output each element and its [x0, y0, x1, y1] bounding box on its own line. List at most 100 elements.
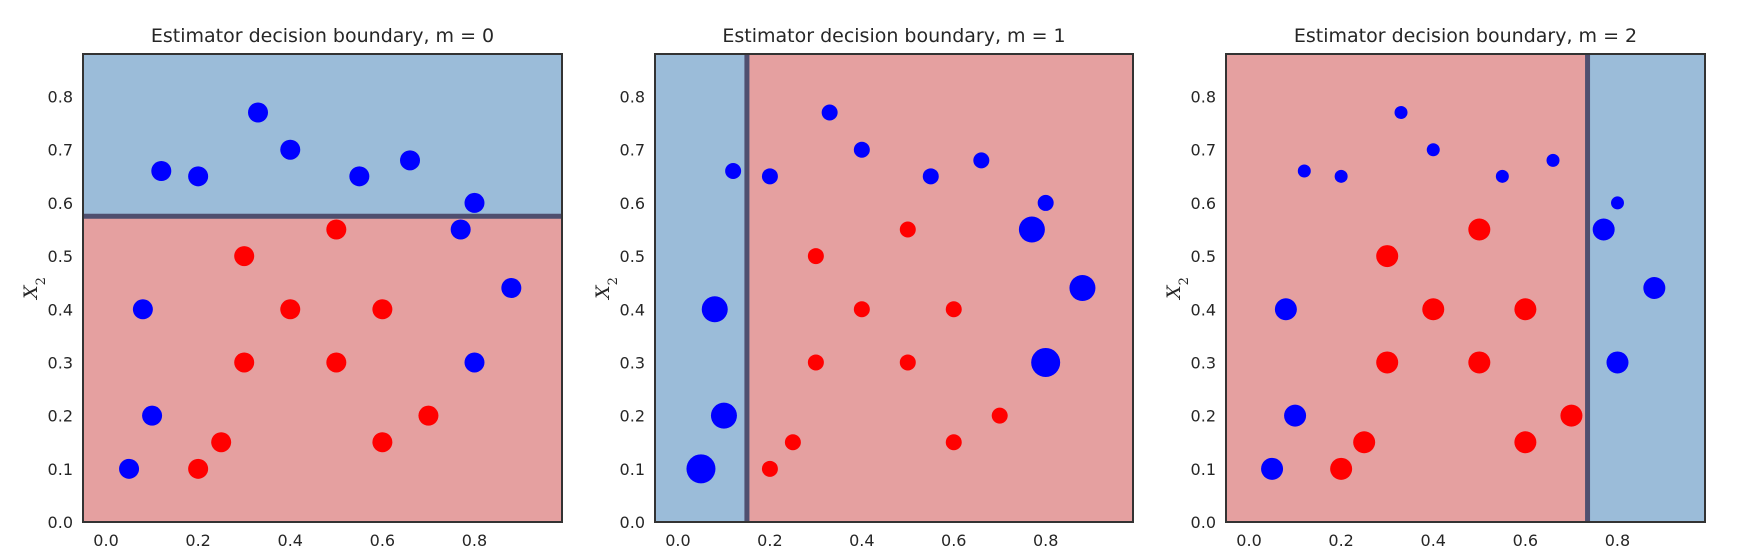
data-point-blue	[1031, 347, 1061, 377]
y-tick-label: 0.5	[620, 247, 645, 266]
data-point-blue	[1546, 153, 1560, 167]
axes-frame	[82, 53, 563, 523]
data-point-blue	[248, 102, 269, 123]
y-tick-label: 0.5	[48, 247, 73, 266]
y-tick-label: 0.5	[1191, 247, 1216, 266]
data-point-red	[761, 460, 778, 477]
y-tick-label: 0.3	[48, 353, 73, 372]
y-tick-label: 0.1	[48, 460, 73, 479]
data-point-blue	[1261, 457, 1284, 480]
data-point-red	[188, 458, 209, 479]
data-point-red	[1330, 457, 1353, 480]
panel-2: Estimator decision boundary, m = 2 0.0 0.2…	[1163, 25, 1706, 550]
data-point-blue	[761, 168, 778, 185]
data-point-red	[234, 352, 255, 373]
chart-title: Estimator decision boundary, m = 2	[1294, 25, 1637, 47]
region-red	[1226, 54, 1588, 522]
y-axis-label: X2	[1163, 277, 1192, 301]
data-point-blue	[349, 166, 370, 187]
y-tick-label: 0.4	[620, 300, 645, 319]
data-point-blue	[1334, 169, 1348, 183]
data-point-blue	[725, 163, 742, 179]
data-point-red	[807, 248, 824, 265]
data-point-red	[899, 221, 916, 238]
data-point-blue	[710, 402, 737, 429]
data-point-blue	[1037, 194, 1054, 211]
axes-frame	[1225, 53, 1706, 523]
x-tick-label: 0.4	[1421, 531, 1446, 550]
data-point-blue	[1018, 216, 1045, 243]
y-tick-label: 0.2	[48, 407, 73, 426]
y-axis-label: X2	[20, 277, 49, 301]
region-blue	[83, 54, 562, 217]
y-tick-label: 0.4	[1191, 300, 1216, 319]
data-point-blue	[686, 454, 716, 484]
data-point-blue	[501, 278, 522, 298]
data-point-red	[280, 299, 301, 320]
data-point-blue	[1610, 196, 1624, 210]
data-point-red	[1376, 245, 1399, 268]
y-tick-label: 0.1	[1191, 460, 1216, 479]
panel-1: Estimator decision boundary, m = 1 0.0 0.2…	[592, 25, 1134, 550]
data-point-red	[899, 354, 916, 371]
y-tick-label: 0.2	[1191, 407, 1216, 426]
x-tick-label: 0.6	[1513, 531, 1538, 550]
x-tick-label: 0.8	[1605, 531, 1630, 550]
y-tick-label: 0.6	[1191, 194, 1216, 213]
data-point-red	[1514, 431, 1537, 454]
x-tick-label: 0.2	[185, 531, 210, 550]
data-point-blue	[464, 352, 485, 373]
data-point-blue	[821, 104, 838, 121]
data-point-blue	[400, 150, 421, 171]
y-tick-label: 0.0	[48, 513, 73, 532]
data-point-blue	[853, 141, 870, 158]
chart-title: Estimator decision boundary, m = 1	[722, 25, 1065, 47]
data-point-red	[372, 432, 393, 453]
x-tick-label: 0.8	[1033, 531, 1058, 550]
y-tick-label: 0.8	[1191, 88, 1216, 107]
data-point-blue	[151, 161, 172, 181]
data-point-red	[1514, 298, 1537, 321]
data-point-blue	[1274, 298, 1297, 321]
data-point-red	[234, 246, 255, 267]
y-tick-label: 0.7	[620, 141, 645, 160]
data-point-blue	[142, 405, 163, 426]
data-point-red	[1560, 404, 1583, 427]
data-point-blue	[188, 166, 209, 187]
chart-title: Estimator decision boundary, m = 0	[151, 25, 494, 47]
data-point-red	[418, 405, 439, 426]
data-point-red	[853, 301, 870, 318]
x-tick-label: 0.0	[93, 531, 118, 550]
x-tick-label: 0.6	[941, 531, 966, 550]
y-tick-label: 0.3	[1191, 353, 1216, 372]
y-tick-label: 0.1	[620, 460, 645, 479]
data-point-red	[1468, 351, 1491, 374]
y-tick-label: 0.8	[48, 88, 73, 107]
y-tick-label: 0.8	[620, 88, 645, 107]
x-tick-label: 0.8	[462, 531, 487, 550]
decision-regions	[83, 54, 562, 522]
x-tick-label: 0.2	[757, 531, 782, 550]
y-tick-label: 0.7	[48, 141, 73, 160]
data-point-red	[1468, 218, 1491, 241]
region-red	[746, 54, 1133, 522]
data-point-blue	[464, 192, 485, 213]
region-blue	[655, 54, 747, 522]
data-point-red	[326, 352, 347, 373]
data-point-blue	[450, 219, 471, 240]
x-tick-label: 0.4	[849, 531, 874, 550]
data-point-blue	[1297, 164, 1311, 178]
axes-frame	[654, 53, 1134, 523]
data-point-blue	[1643, 277, 1666, 299]
y-tick-label: 0.6	[620, 194, 645, 213]
data-point-blue	[119, 458, 140, 479]
decision-regions	[1226, 54, 1705, 522]
data-point-blue	[1495, 169, 1509, 183]
y-tick-label: 0.0	[1191, 513, 1216, 532]
y-tick-label: 0.4	[48, 300, 73, 319]
data-point-red	[1422, 298, 1445, 321]
data-point-red	[211, 432, 232, 453]
x-tick-label: 0.0	[1236, 531, 1261, 550]
x-tick-label: 0.6	[370, 531, 395, 550]
